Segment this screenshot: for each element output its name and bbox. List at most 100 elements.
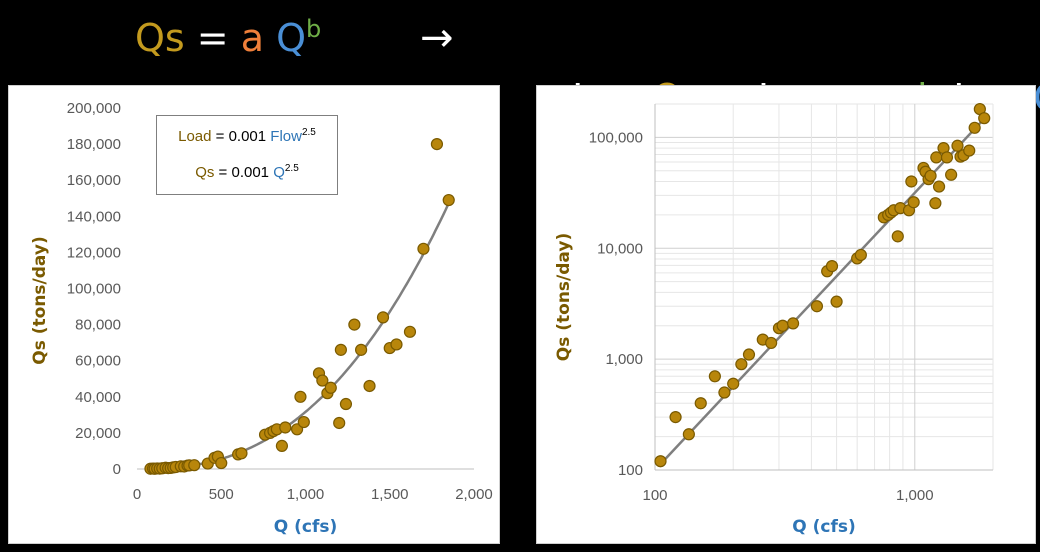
- y-tick-label: 100,000: [589, 129, 643, 146]
- eq-load-exp: 2.5: [301, 127, 316, 138]
- data-point: [854, 248, 867, 262]
- data-point: [682, 428, 695, 441]
- eq-flow-label: Flow: [270, 128, 302, 145]
- y-tick-label: 20,000: [75, 425, 121, 442]
- y-tick-label: 100,000: [67, 281, 121, 298]
- data-point: [727, 377, 740, 390]
- log-chart-panel: 100 1,000 10,000 100,000 100 1,000 Q (cfs) Qs (…: [536, 85, 1036, 544]
- data-point: [654, 455, 667, 468]
- data-point: [376, 311, 390, 324]
- data-point: [718, 386, 731, 399]
- y-axis-title: Qs (tons/day): [554, 233, 574, 361]
- data-point: [776, 319, 789, 332]
- formula-b: b: [306, 15, 322, 43]
- log-q: Q: [1033, 76, 1040, 120]
- data-point: [940, 151, 954, 164]
- y-tick-label: 120,000: [67, 244, 121, 261]
- data-point: [235, 447, 248, 460]
- formula-q: Q: [276, 16, 307, 60]
- eq-qs-exp: 2.5: [284, 163, 299, 174]
- data-point: [417, 242, 430, 255]
- y-tick-label: 200,000: [67, 100, 121, 117]
- y-tick-label: 100: [618, 462, 643, 479]
- data-point: [442, 193, 455, 207]
- y-tick-label: 0: [113, 461, 121, 478]
- eq-load-label: Load: [178, 128, 212, 145]
- equation-line-load: Load = 0.001 Flow2.5: [157, 127, 337, 146]
- data-point: [297, 415, 310, 429]
- formula-qs: Qs: [135, 16, 185, 60]
- data-point: [963, 144, 976, 157]
- fit-line: [659, 114, 989, 465]
- x-tick-label: 1,500: [371, 486, 409, 503]
- data-point: [810, 300, 824, 313]
- eq-qs-eq: = 0.001: [214, 164, 274, 181]
- equation-box: Load = 0.001 Flow2.5 Qs = 0.001 Q2.5: [156, 115, 338, 195]
- eq-q-label: Q: [273, 164, 285, 181]
- data-point: [825, 260, 839, 273]
- data-point: [403, 325, 417, 338]
- data-point: [951, 139, 964, 152]
- data-point: [390, 338, 403, 351]
- eq-qs-label: Qs: [195, 164, 215, 181]
- formula-equals: =: [184, 16, 241, 60]
- x-axis-title: Q (cfs): [792, 517, 856, 537]
- y-tick-label: 40,000: [75, 389, 121, 406]
- formula-log: Log Qs = Log a + b Log Q: [548, 8, 1040, 120]
- data-point: [891, 230, 904, 243]
- linear-scatter-chart: 0 20,000 40,000 60,000 80,000 100,000 120,000 1…: [30, 100, 493, 537]
- data-point: [355, 343, 368, 356]
- data-point: [279, 421, 292, 434]
- y-tick-label: 60,000: [75, 353, 121, 370]
- data-point: [765, 336, 778, 350]
- x-tick-label: 1,000: [896, 487, 934, 504]
- data-point: [669, 410, 682, 424]
- linear-chart-panel: 0 20,000 40,000 60,000 80,000 100,000 120,000 1…: [8, 85, 500, 544]
- data-point: [334, 343, 347, 356]
- data-point: [735, 358, 748, 371]
- data-point: [905, 175, 918, 188]
- data-point: [333, 416, 346, 430]
- x-tick-label: 0: [133, 486, 141, 503]
- data-point: [363, 379, 376, 393]
- data-point: [294, 390, 307, 403]
- data-point: [694, 397, 707, 410]
- eq-load-eq: = 0.001: [211, 128, 271, 145]
- data-point: [742, 348, 756, 361]
- y-tick-label: 10,000: [597, 240, 643, 257]
- formula-power: Qs = a Qb: [135, 8, 321, 68]
- y-tick-label: 80,000: [75, 317, 121, 334]
- x-tick-label: 500: [209, 486, 234, 503]
- data-point: [968, 121, 981, 134]
- data-point: [348, 318, 361, 331]
- data-point: [430, 137, 444, 151]
- equation-line-qs: Qs = 0.001 Q2.5: [157, 163, 337, 182]
- x-tick-label: 2,000: [455, 486, 493, 503]
- data-point: [907, 196, 920, 209]
- log-scatter-chart: 100 1,000 10,000 100,000 100 1,000 Q (cfs) Qs (…: [554, 102, 994, 537]
- y-tick-label: 140,000: [67, 208, 121, 225]
- x-axis-title: Q (cfs): [274, 517, 338, 537]
- formula-space: [264, 16, 276, 60]
- formula-a: a: [240, 16, 265, 60]
- data-point: [932, 180, 946, 193]
- data-point: [339, 397, 353, 411]
- x-tick-label: 100: [642, 487, 667, 504]
- x-tick-label: 1,000: [287, 486, 325, 503]
- y-axis-title: Qs (tons/day): [30, 236, 50, 364]
- data-point: [324, 381, 337, 394]
- data-point: [929, 197, 942, 210]
- data-point: [945, 168, 958, 181]
- y-tick-label: 160,000: [67, 172, 121, 189]
- y-tick-label: 180,000: [67, 136, 121, 153]
- data-point: [924, 169, 937, 182]
- data-point: [830, 295, 843, 308]
- data-point: [188, 459, 201, 472]
- data-point: [708, 370, 721, 383]
- data-point: [930, 151, 943, 164]
- data-point: [215, 456, 228, 470]
- data-point: [275, 439, 289, 452]
- data-point: [316, 374, 329, 387]
- y-tick-label: 1,000: [605, 351, 643, 368]
- transform-arrow: →: [420, 15, 454, 61]
